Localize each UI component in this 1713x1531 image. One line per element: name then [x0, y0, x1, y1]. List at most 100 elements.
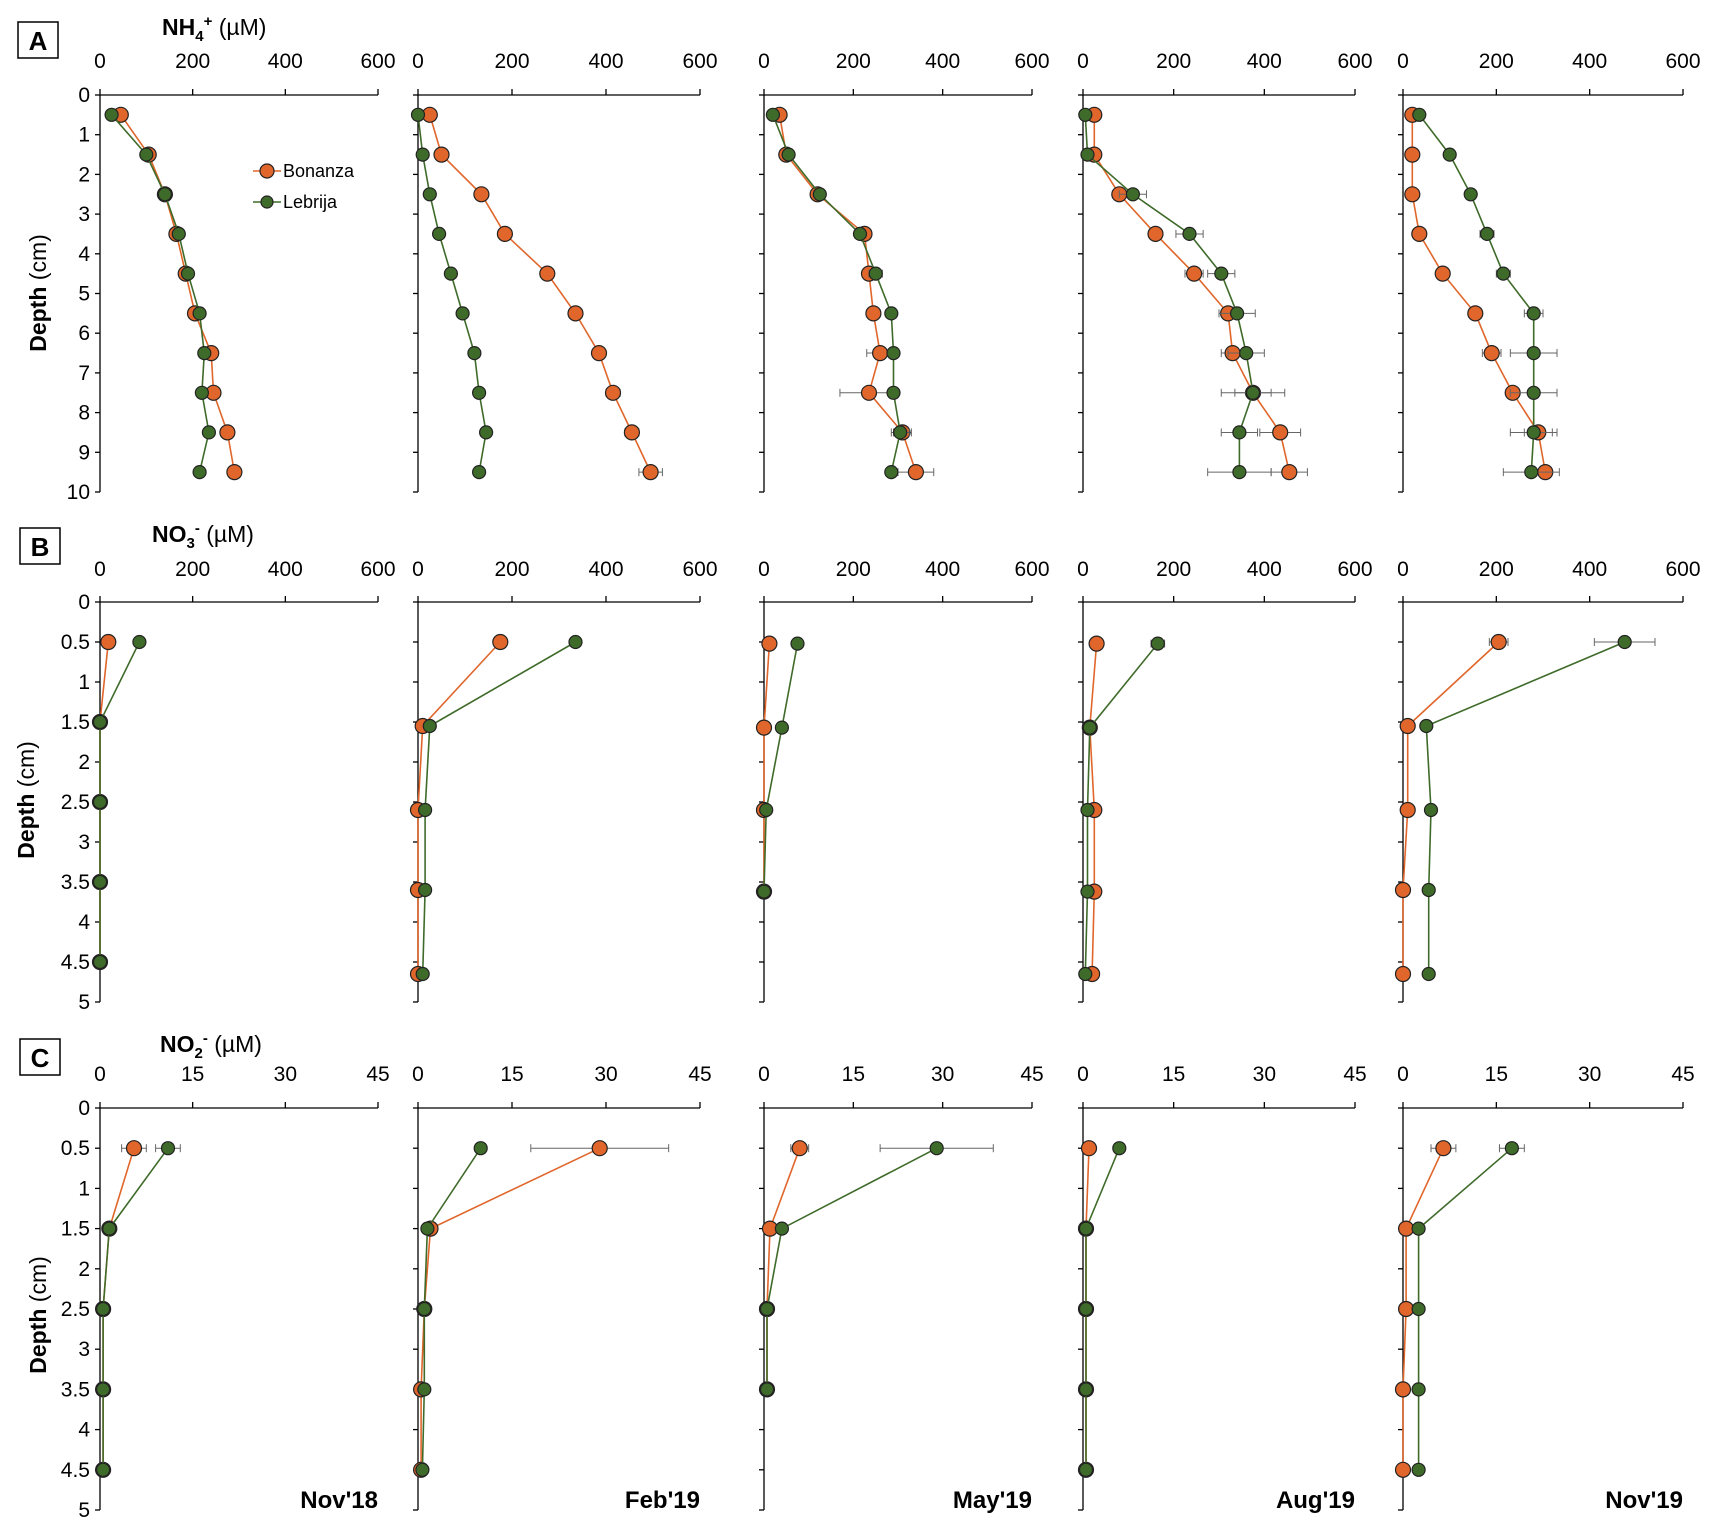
data-point-lebrija	[1078, 107, 1093, 122]
series-line-bonanza	[763, 643, 771, 892]
y-tick-label: 0.5	[61, 631, 90, 654]
data-point-lebrija	[473, 1141, 488, 1156]
data-point-bonanza	[860, 384, 878, 401]
data-point-lebrija	[1411, 1221, 1426, 1236]
data-point-lebrija	[422, 718, 437, 734]
x-tick-label: 0	[94, 558, 106, 581]
y-tick-label: 4.5	[61, 1459, 90, 1482]
title-subscript: 4	[195, 28, 204, 45]
y-axis-label: Depth (cm)	[13, 741, 39, 859]
title-subscript: 2	[195, 1045, 203, 1062]
data-point-lebrija	[1421, 882, 1436, 898]
subplot-C-3: 0 15 30 45 May'19	[758, 1063, 1044, 1514]
y-axis-label-main: Depth	[13, 794, 39, 859]
data-point-lebrija	[1411, 1382, 1426, 1397]
y-tick-label: 3.5	[61, 1378, 90, 1401]
subplot-C-4: 0 15 30 45 Aug'19	[1077, 1063, 1367, 1514]
data-point-lebrija	[422, 187, 437, 202]
x-tick-label: 200	[1156, 558, 1191, 581]
y-axis-label: Depth (cm)	[25, 234, 51, 352]
data-point-lebrija	[1078, 1221, 1094, 1236]
x-tick-label: 0	[1397, 50, 1409, 73]
y-tick-label: 2.5	[61, 791, 90, 814]
data-point-bonanza	[219, 424, 236, 441]
panel-title: NO3- (µM)	[152, 520, 254, 552]
subplot-B-2: 0 200 400 600	[409, 558, 718, 1003]
data-point-lebrija	[756, 884, 772, 899]
data-point-lebrija	[1182, 226, 1197, 241]
series-line-bonanza	[778, 114, 917, 473]
data-point-lebrija	[1504, 1141, 1520, 1156]
data-point-bonanza	[871, 345, 889, 362]
y-axis-label-main: Depth	[25, 1309, 51, 1374]
subplot-B-4: 0 200 400 600	[1077, 558, 1373, 1003]
subplot-B-5: 0 200 400 600	[1394, 558, 1701, 1003]
data-point-lebrija	[420, 1221, 435, 1236]
title-superscript: -	[195, 520, 200, 537]
data-point-bonanza	[1399, 801, 1416, 819]
data-point-lebrija	[194, 385, 209, 400]
data-point-lebrija	[92, 714, 108, 730]
subplot-C-2: 0 15 30 45 Feb'19	[412, 1063, 712, 1514]
data-point-lebrija	[92, 874, 108, 890]
data-point-lebrija	[102, 1221, 117, 1236]
series-line-lebrija	[772, 114, 902, 473]
data-point-bonanza	[433, 146, 450, 163]
data-point-lebrija	[1082, 720, 1097, 735]
x-tick-label: 600	[1337, 558, 1372, 581]
data-point-lebrija	[1526, 385, 1541, 400]
data-point-lebrija	[1229, 306, 1245, 321]
series-line-lebrija	[421, 641, 576, 975]
data-point-lebrija	[1411, 1462, 1426, 1477]
x-tick-label: 15	[1162, 1063, 1185, 1086]
data-point-bonanza	[1080, 1140, 1098, 1157]
legend-label: Bonanza	[283, 161, 355, 181]
subplot-B-1: 0 200 400 600 0 0.5 1 1.5 2 2.5 3 3.5 4 4.5 5	[61, 558, 396, 1014]
series-line-lebrija	[1418, 114, 1535, 473]
subplot-A-5: 0 200 400 600	[1397, 50, 1701, 493]
data-point-lebrija	[1080, 802, 1095, 818]
title-main: NH	[162, 14, 195, 40]
x-tick-label: 30	[594, 1063, 617, 1086]
y-tick-label: 9	[78, 441, 90, 464]
data-point-lebrija	[455, 306, 470, 321]
x-tick-label: 45	[1020, 1063, 1043, 1086]
x-tick-label: 45	[366, 1063, 389, 1086]
data-point-lebrija	[1239, 346, 1254, 361]
x-tick-label: 400	[268, 558, 303, 581]
subplot-A-1: 0 200 400 600 0 1 2 3 4 5 6 7 8 9 10	[67, 50, 396, 504]
data-point-lebrija	[92, 794, 108, 810]
y-axis-label-unit: (cm)	[13, 741, 39, 793]
data-point-lebrija	[415, 147, 430, 162]
data-point-lebrija	[417, 1301, 432, 1317]
data-point-lebrija	[160, 1141, 176, 1156]
title-superscript: +	[204, 13, 213, 30]
data-point-lebrija	[418, 882, 433, 898]
data-point-bonanza	[1147, 225, 1164, 242]
series-line-lebrija	[1417, 1147, 1513, 1470]
x-tick-label: 400	[1247, 50, 1282, 73]
y-tick-label: 1.5	[61, 711, 90, 734]
x-tick-label: 400	[925, 558, 960, 581]
data-point-lebrija	[1526, 306, 1541, 321]
data-point-lebrija	[884, 306, 899, 321]
subplot-B-3: 0 200 400 600	[755, 558, 1050, 1003]
data-point-bonanza	[642, 464, 659, 481]
x-tick-label: 600	[1014, 558, 1049, 581]
x-tick-label: 15	[181, 1063, 204, 1086]
data-point-lebrija	[92, 954, 108, 970]
data-point-lebrija	[765, 107, 781, 122]
data-point-bonanza	[1404, 186, 1421, 203]
data-point-bonanza	[623, 424, 641, 441]
data-point-lebrija	[1442, 147, 1457, 162]
x-tick-label: 0	[758, 558, 770, 581]
legend-marker	[260, 195, 274, 209]
y-tick-label: 3	[78, 203, 90, 226]
data-point-lebrija	[774, 720, 790, 735]
data-point-bonanza	[591, 1140, 608, 1157]
x-tick-label: 0	[1077, 1063, 1089, 1086]
data-point-bonanza	[1272, 424, 1289, 441]
data-point-lebrija	[1245, 385, 1261, 400]
x-tick-label: 600	[682, 50, 717, 73]
